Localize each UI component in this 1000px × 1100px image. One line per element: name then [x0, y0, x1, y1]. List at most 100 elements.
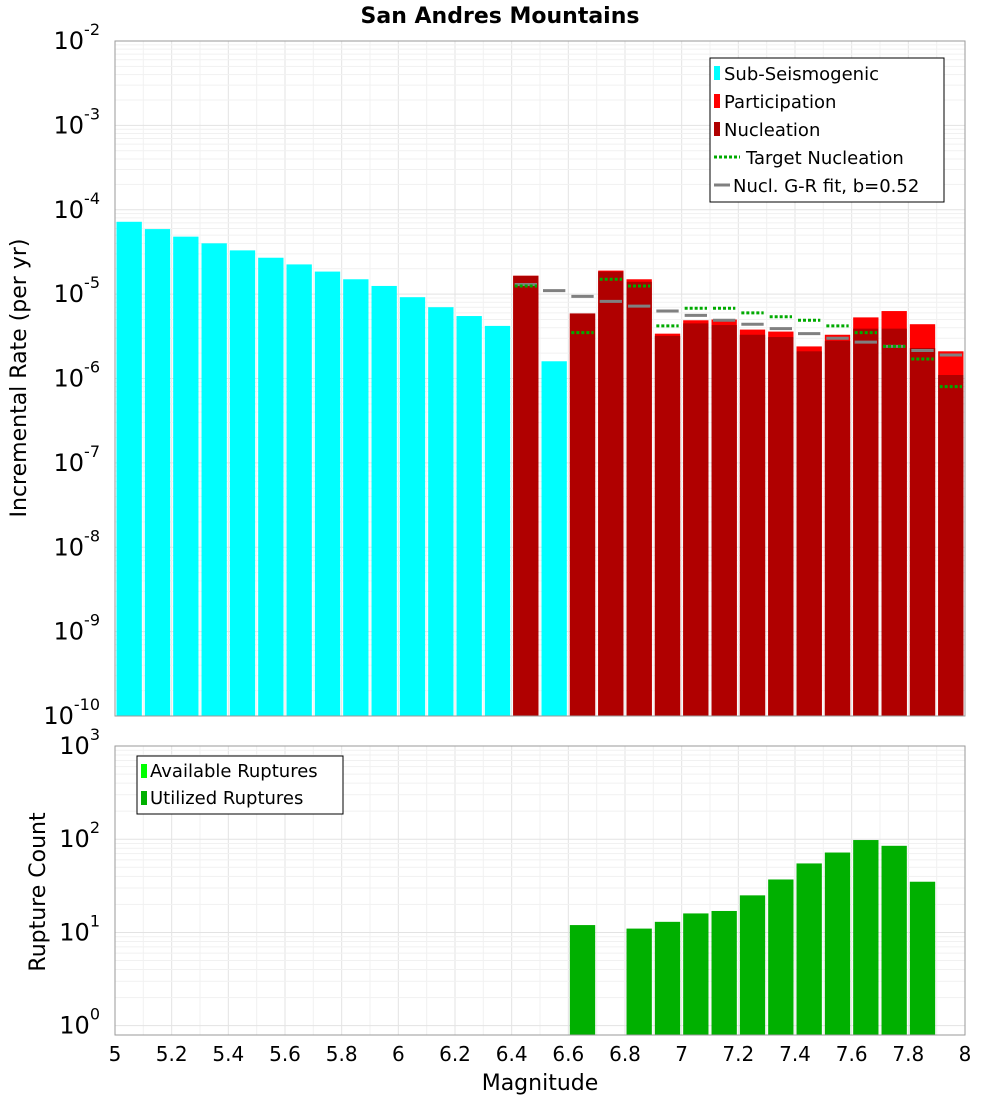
- utilized-ruptures-bar: [569, 925, 596, 1035]
- legend-label-utilized-ruptures: Utilized Ruptures: [150, 788, 303, 809]
- nucleation-bar: [853, 328, 879, 716]
- legend-label-sub-seismogenic: Sub-Seismogenic: [724, 64, 879, 85]
- x-tick-label: 7.2: [722, 1042, 754, 1066]
- rupture-legend-box: [136, 755, 344, 815]
- utilized-ruptures-bar: [881, 845, 907, 1035]
- mfd-legend-box: [709, 57, 945, 203]
- x-tick-labels: 5 5.2 5.4 5.6 5.8 6 6.2 6.4 6.6 6.8 7 7.2 7.4 7.6 7.8 8: [109, 1042, 972, 1066]
- legend-label-target-nucleation: Target Nucleation: [745, 148, 904, 169]
- sub-seismogenic-bar: [201, 243, 227, 717]
- legend-item-participation: Participation: [714, 92, 836, 113]
- sub-seismogenic-bar: [399, 297, 426, 716]
- nucleation-bar: [796, 351, 822, 716]
- nucleation-bar: [909, 347, 936, 716]
- y-tick-label: 101: [59, 911, 100, 946]
- rupture-plot-frame: [114, 745, 966, 1036]
- x-tick-label: 7.6: [836, 1042, 868, 1066]
- sub-seismogenic-bar: [428, 307, 454, 716]
- sub-seismogenic-bar: [456, 316, 482, 716]
- utilized-ruptures-bar: [768, 879, 794, 1035]
- utilized-ruptures-bar: [909, 881, 936, 1035]
- nucleation-bar: [654, 335, 681, 716]
- sub-seismogenic-bar: [314, 271, 341, 716]
- nucleation-bar: [824, 340, 851, 716]
- utilized-ruptures-bar: [626, 928, 652, 1035]
- legend-swatch-sub-seismogenic: [714, 66, 720, 80]
- sub-seismogenic-bar: [343, 279, 369, 716]
- legend-label-gr-fit: Nucl. G-R fit, b=0.52: [733, 176, 919, 197]
- x-tick-label: 5: [109, 1042, 122, 1066]
- gr-fit-series: [514, 283, 962, 357]
- mfd-plot-frame: [114, 40, 966, 717]
- sub-seismogenic-bar: [484, 325, 511, 716]
- nucleation-bar: [739, 334, 766, 716]
- legend-label-available-ruptures: Available Ruptures: [150, 761, 318, 782]
- chart-title: San Andres Mountains: [361, 4, 640, 29]
- legend-item-utilized-ruptures: Utilized Ruptures: [141, 788, 303, 809]
- y-tick-label: 10-7: [54, 442, 101, 477]
- legend-swatch-participation: [714, 94, 720, 108]
- x-tick-label: 6.4: [496, 1042, 528, 1066]
- x-tick-label: 7: [675, 1042, 688, 1066]
- y-tick-label: 10-9: [54, 611, 101, 646]
- utilized-ruptures-bar: [796, 863, 822, 1035]
- x-tick-label: 6.6: [552, 1042, 584, 1066]
- x-tick-label: 5.4: [212, 1042, 244, 1066]
- x-tick-label: 5.2: [156, 1042, 188, 1066]
- x-tick-label: 6: [392, 1042, 405, 1066]
- x-tick-label: 5.8: [326, 1042, 358, 1066]
- x-tick-label: 7.4: [779, 1042, 811, 1066]
- sub-seismogenic-bar: [541, 361, 567, 716]
- nucleation-bar: [683, 323, 709, 716]
- utilized-ruptures-bar: [711, 910, 737, 1035]
- y-tick-label: 10-4: [54, 189, 101, 224]
- target-nucleation-series: [514, 277, 962, 389]
- y-tick-label: 10-5: [54, 273, 101, 308]
- utilized-ruptures-bar: [739, 895, 766, 1035]
- mfd-y-axis-label: Incremental Rate (per yr): [7, 239, 32, 518]
- nucleation-bar: [938, 375, 964, 716]
- sub-seismogenic-bar: [173, 236, 199, 716]
- rupture-y-tick-labels: 100 101 102 103: [59, 725, 100, 1040]
- nucleation-bar: [711, 325, 737, 716]
- sub-seismogenic-bar: [371, 285, 397, 716]
- nucleation-bar: [626, 281, 652, 716]
- y-tick-label: 10-2: [54, 20, 101, 55]
- nucleation-bar: [569, 313, 596, 716]
- y-tick-label: 103: [59, 725, 100, 760]
- utilized-ruptures-bar: [683, 913, 709, 1035]
- legend-swatch-available-ruptures: [141, 764, 147, 778]
- mfd-y-tick-labels: 10-10 10-9 10-8 10-7 10-6 10-5 10-4 10-3 10-2: [43, 20, 100, 730]
- sub-seismogenic-bar: [144, 229, 171, 717]
- rupture-y-axis-label: Rupture Count: [26, 812, 51, 972]
- y-tick-label: 100: [59, 1005, 100, 1040]
- x-tick-label: 7.8: [892, 1042, 924, 1066]
- sub-seismogenic-bar: [116, 221, 142, 716]
- utilized-ruptures-bar: [654, 921, 681, 1035]
- x-tick-label: 8: [959, 1042, 972, 1066]
- legend-label-participation: Participation: [724, 92, 836, 113]
- legend-label-nucleation: Nucleation: [724, 120, 820, 141]
- x-tick-label: 6.8: [609, 1042, 641, 1066]
- y-tick-label: 10-10: [43, 695, 100, 730]
- y-tick-label: 10-8: [54, 526, 101, 561]
- utilized-ruptures-bar: [824, 852, 851, 1035]
- utilized-ruptures-series: [569, 840, 936, 1035]
- legend-item-sub-seismogenic: Sub-Seismogenic: [714, 64, 879, 85]
- legend-item-target-nucleation: Target Nucleation: [714, 148, 904, 169]
- mfd-legend: Sub-Seismogenic Participation Nucleation…: [709, 57, 945, 203]
- mfd-panel: 10-10 10-9 10-8 10-7 10-6 10-5 10-4 10-3 10-2 In…: [7, 20, 966, 730]
- x-tick-label: 6.2: [439, 1042, 471, 1066]
- y-tick-label: 102: [59, 818, 100, 853]
- sub-seismogenic-bar: [229, 250, 256, 717]
- legend-item-nucleation: Nucleation: [714, 120, 820, 141]
- x-axis-label: Magnitude: [482, 1071, 599, 1096]
- nucleation-bar: [513, 275, 539, 716]
- sub-seismogenic-bar: [286, 264, 312, 716]
- y-tick-label: 10-3: [54, 104, 101, 139]
- sub-seismogenic-series: [116, 221, 567, 717]
- rupture-legend: Available Ruptures Utilized Ruptures: [136, 755, 344, 815]
- legend-swatch-nucleation: [714, 122, 720, 136]
- nucleation-series: [513, 271, 964, 716]
